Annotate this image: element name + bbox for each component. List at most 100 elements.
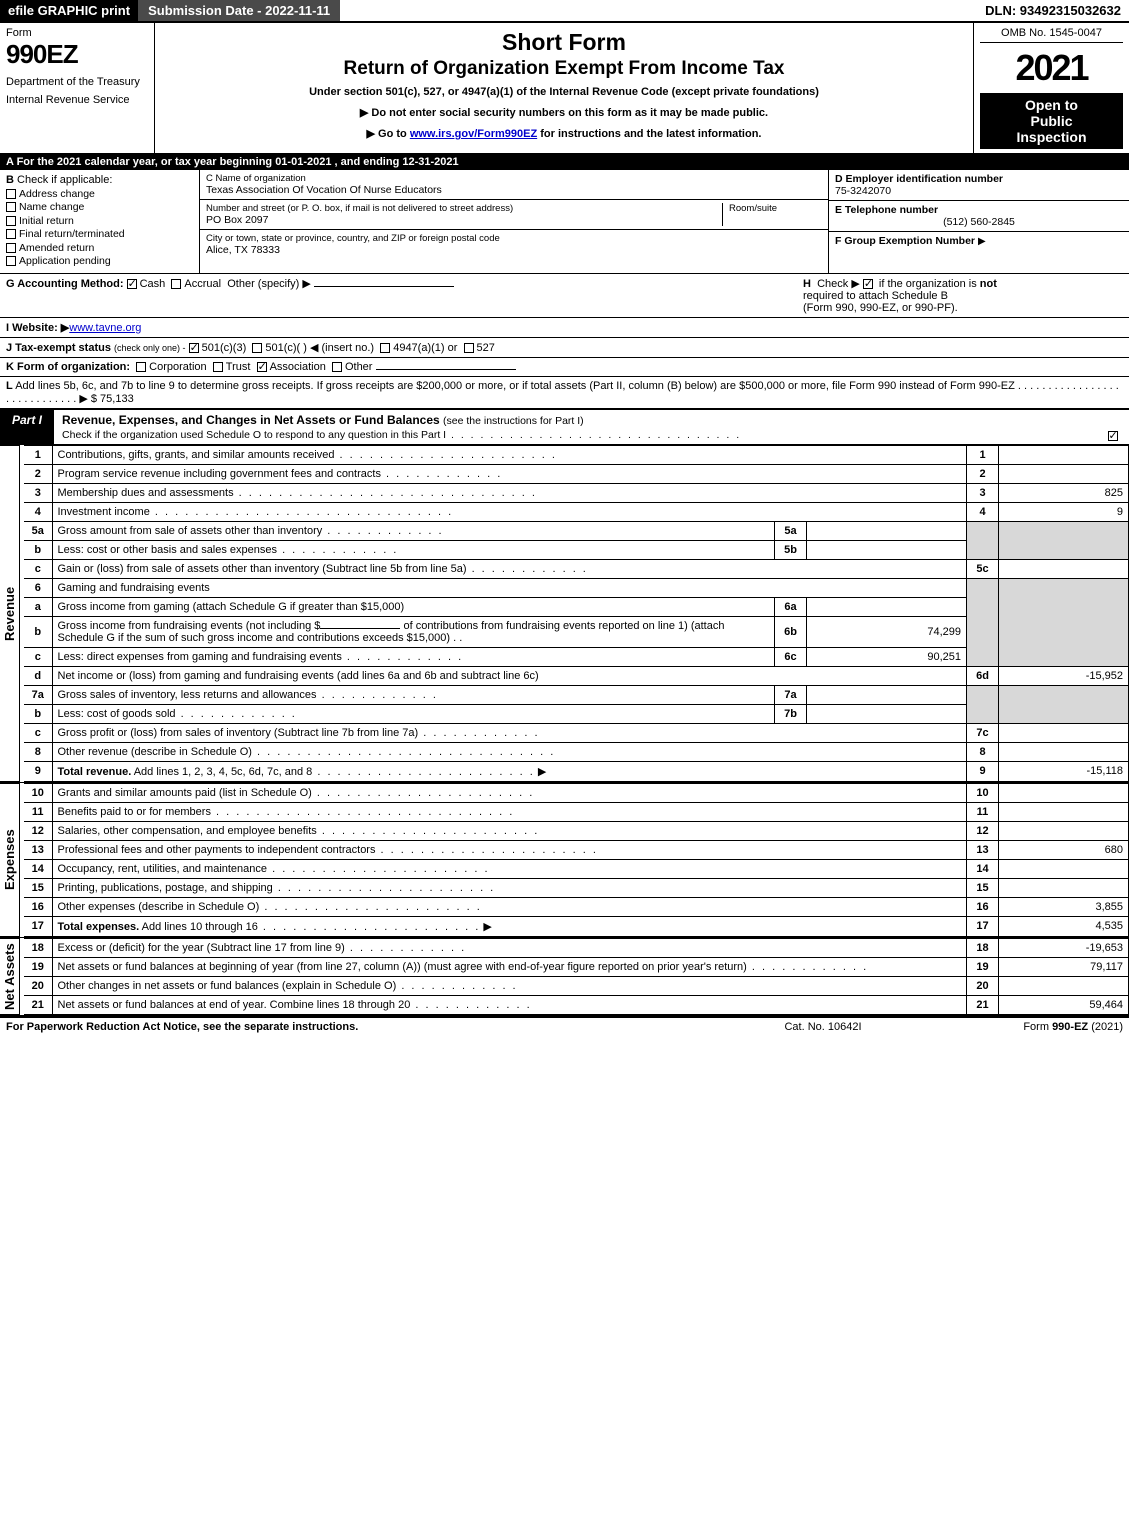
cb-cash[interactable] <box>127 279 137 289</box>
part1-checkbox[interactable] <box>1099 410 1129 444</box>
cb-assoc[interactable] <box>257 362 267 372</box>
cb-amended-return[interactable]: Amended return <box>6 242 193 254</box>
l6a-value <box>807 597 967 616</box>
page-footer: For Paperwork Reduction Act Notice, see … <box>0 1017 1129 1036</box>
section-h: H Check ▶ if the organization is not req… <box>803 277 1123 314</box>
expenses-section: Expenses 10Grants and similar amounts pa… <box>0 783 1129 938</box>
footer-paperwork: For Paperwork Reduction Act Notice, see … <box>6 1021 723 1033</box>
header-left: Form 990EZ Department of the Treasury In… <box>0 23 155 153</box>
footer-cat: Cat. No. 10642I <box>723 1021 923 1033</box>
form-word: Form <box>6 27 148 39</box>
f-label: F Group Exemption Number <box>835 235 975 247</box>
h-text2: if the organization is <box>879 278 980 290</box>
spacer <box>340 0 977 21</box>
g-other: Other (specify) ▶ <box>227 278 311 290</box>
l11-value <box>999 802 1129 821</box>
cb-corp[interactable] <box>136 362 146 372</box>
c-label: C Name of organization <box>206 173 822 184</box>
room-label: Room/suite <box>729 203 822 214</box>
l19-value: 79,117 <box>999 957 1129 976</box>
org-name: Texas Association Of Vocation Of Nurse E… <box>206 184 822 196</box>
other-org-line[interactable] <box>376 369 516 370</box>
efile-label[interactable]: efile GRAPHIC print <box>0 0 138 21</box>
instr-post: for instructions and the latest informat… <box>537 128 761 140</box>
part1-header: Part I Revenue, Expenses, and Changes in… <box>0 409 1129 445</box>
org-name-row: C Name of organization Texas Association… <box>200 170 828 200</box>
irs-link[interactable]: www.irs.gov/Form990EZ <box>410 128 537 140</box>
row-l: L Add lines 5b, 6c, and 7b to line 9 to … <box>0 377 1129 409</box>
l17-value: 4,535 <box>999 916 1129 936</box>
street-value: PO Box 2097 <box>206 214 722 226</box>
ein-value: 75-3242070 <box>835 185 1123 197</box>
cb-initial-return[interactable]: Initial return <box>6 215 193 227</box>
form-number: 990EZ <box>6 39 148 70</box>
expenses-side-label: Expenses <box>0 783 20 937</box>
b-label: B <box>6 174 14 186</box>
part1-badge: Part I <box>0 410 54 444</box>
e-label: E Telephone number <box>835 204 938 216</box>
open-inspection: Open to Public Inspection <box>980 93 1123 149</box>
dln: DLN: 93492315032632 <box>977 0 1129 21</box>
l5b-value <box>807 540 967 559</box>
h-text4: (Form 990, 990-EZ, or 990-PF). <box>803 302 958 314</box>
l21-value: 59,464 <box>999 995 1129 1014</box>
title-short-form: Short Form <box>161 29 967 56</box>
header-center: Short Form Return of Organization Exempt… <box>155 23 974 153</box>
l-amount: 75,133 <box>100 393 134 405</box>
phone-row: E Telephone number (512) 560-2845 <box>829 201 1129 232</box>
submission-date: Submission Date - 2022-11-11 <box>138 0 340 21</box>
l15-value <box>999 878 1129 897</box>
cb-527[interactable] <box>464 343 474 353</box>
l14-value <box>999 859 1129 878</box>
cb-h[interactable] <box>863 279 873 289</box>
ein-row: D Employer identification number 75-3242… <box>829 170 1129 201</box>
cb-4947a1[interactable] <box>380 343 390 353</box>
dept-treasury: Department of the Treasury <box>6 76 148 88</box>
l7a-value <box>807 685 967 704</box>
k-label: K Form of organization: <box>6 361 130 373</box>
city-row: City or town, state or province, country… <box>200 230 828 259</box>
cb-accrual[interactable] <box>171 279 181 289</box>
cb-trust[interactable] <box>213 362 223 372</box>
h-text1: Check ▶ <box>817 278 860 290</box>
instr-goto: ▶ Go to www.irs.gov/Form990EZ for instru… <box>161 127 967 140</box>
g-label: G Accounting Method: <box>6 278 124 290</box>
cb-501c[interactable] <box>252 343 262 353</box>
row-a: A For the 2021 calendar year, or tax yea… <box>0 154 1129 170</box>
subtitle: Under section 501(c), 527, or 4947(a)(1)… <box>161 86 967 98</box>
j-label: J Tax-exempt status <box>6 342 111 354</box>
website-link[interactable]: www.tavne.org <box>69 322 141 334</box>
title-return: Return of Organization Exempt From Incom… <box>161 58 967 80</box>
cb-name-change[interactable]: Name change <box>6 201 193 213</box>
open-line3: Inspection <box>984 129 1119 145</box>
form-header: Form 990EZ Department of the Treasury In… <box>0 23 1129 154</box>
cb-501c3[interactable] <box>189 343 199 353</box>
l8-value <box>999 742 1129 761</box>
part1-check: Check if the organization used Schedule … <box>62 429 741 441</box>
tax-year: 2021 <box>980 47 1123 89</box>
footer-form: Form 990-EZ (2021) <box>923 1021 1123 1033</box>
section-b: B Check if applicable: Address change Na… <box>0 170 200 273</box>
row-i: I Website: ▶www.tavne.org <box>0 318 1129 338</box>
city-value: Alice, TX 78333 <box>206 244 822 256</box>
l7c-value <box>999 723 1129 742</box>
l-label: L <box>6 380 13 392</box>
cb-final-return[interactable]: Final return/terminated <box>6 228 193 240</box>
cb-other-org[interactable] <box>332 362 342 372</box>
header-right: OMB No. 1545-0047 2021 Open to Public In… <box>974 23 1129 153</box>
l1-value <box>999 445 1129 464</box>
l4-value: 9 <box>999 502 1129 521</box>
revenue-side-label: Revenue <box>0 445 20 782</box>
l3-value: 825 <box>999 483 1129 502</box>
j-sub: (check only one) - <box>114 343 186 353</box>
instr-pre: ▶ Go to <box>367 128 410 140</box>
l6d-value: -15,952 <box>999 666 1129 685</box>
section-c: C Name of organization Texas Association… <box>200 170 829 273</box>
street-row: Number and street (or P. O. box, if mail… <box>200 200 828 230</box>
other-line[interactable] <box>314 286 454 287</box>
l6c-value: 90,251 <box>807 647 967 666</box>
top-bar: efile GRAPHIC print Submission Date - 20… <box>0 0 1129 23</box>
cb-application-pending[interactable]: Application pending <box>6 255 193 267</box>
cb-address-change[interactable]: Address change <box>6 188 193 200</box>
group-exemption-row: F Group Exemption Number ▶ <box>829 232 1129 250</box>
